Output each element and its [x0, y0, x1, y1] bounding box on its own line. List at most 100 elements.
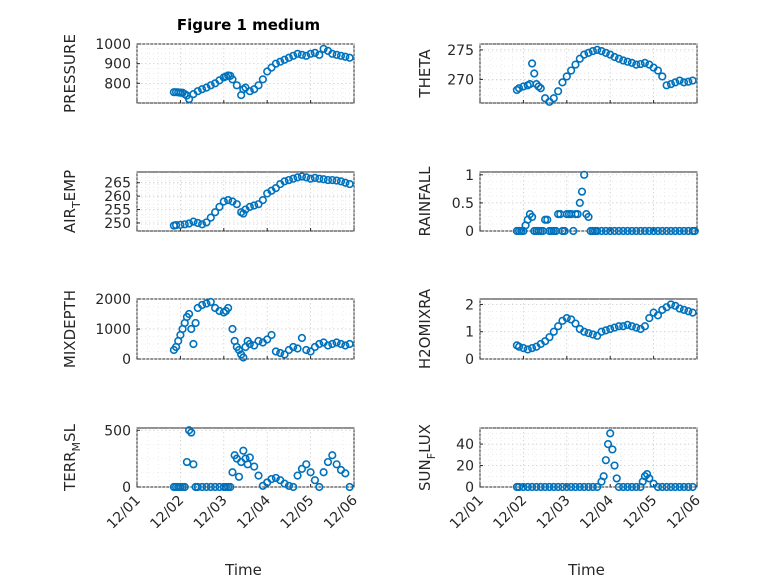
plot-area: [479, 427, 698, 488]
x-tick-label: 12/05: [621, 493, 661, 533]
data-point: [315, 174, 324, 183]
data-point: [198, 85, 207, 94]
data-point: [614, 226, 623, 236]
data-point: [601, 456, 610, 465]
data-point: [558, 482, 567, 492]
x-tick-label: 12/03: [534, 493, 574, 533]
data-point: [679, 78, 689, 87]
plot-area: [136, 427, 355, 488]
data-point: [198, 300, 207, 310]
data-point: [267, 330, 276, 340]
data-point: [610, 52, 619, 62]
data-point: [671, 78, 680, 87]
data-point: [653, 311, 663, 320]
data-point: [623, 320, 632, 330]
y-tick-label: 0: [465, 224, 474, 240]
data-point: [332, 338, 341, 347]
data-point: [562, 313, 571, 323]
data-point: [527, 59, 537, 68]
data-point: [293, 344, 302, 353]
y-tick-label: 0: [465, 480, 474, 496]
data-point: [554, 322, 563, 331]
data-point: [627, 226, 637, 236]
data-point: [315, 339, 324, 349]
data-point: [575, 198, 584, 208]
data-point: [276, 57, 285, 66]
data-point: [645, 226, 654, 236]
data-point: [599, 472, 608, 481]
data-point: [250, 462, 259, 471]
data-point: [554, 87, 563, 96]
y-tick-label: 0.5: [452, 196, 474, 212]
y-tick-label: 0: [122, 480, 131, 496]
data-point: [258, 75, 267, 84]
y-tick-label: 1: [465, 168, 474, 184]
data-point: [341, 469, 350, 478]
data-point: [336, 51, 346, 60]
data-point: [536, 84, 545, 93]
x-tick-label: 12/01: [104, 493, 144, 533]
data-point: [662, 482, 671, 492]
data-point: [323, 175, 333, 185]
data-point: [245, 339, 254, 349]
data-point: [284, 481, 294, 490]
data-point: [662, 226, 671, 236]
data-point: [584, 48, 593, 57]
x-tick-label: 12/02: [490, 493, 530, 533]
data-point: [588, 46, 597, 56]
data-point: [567, 66, 576, 75]
data-point: [193, 218, 202, 228]
data-point: [580, 50, 589, 59]
data-point: [584, 328, 593, 338]
data-point: [627, 58, 637, 67]
data-point: [514, 84, 524, 93]
data-point: [328, 339, 337, 349]
x-tick-label: 12/05: [278, 493, 318, 533]
data-point: [202, 482, 211, 492]
data-point: [597, 327, 606, 336]
data-point: [254, 81, 263, 90]
data-point: [666, 226, 676, 236]
y-tick-label: 270: [447, 72, 474, 88]
data-point: [688, 308, 697, 317]
y-tick-label: 1000: [95, 322, 131, 338]
data-point: [271, 59, 280, 68]
data-point: [519, 343, 528, 353]
y-tick-label: 250: [104, 216, 131, 232]
figure-title: Figure 1 medium: [177, 16, 320, 34]
data-point: [184, 219, 194, 228]
data-point: [224, 303, 233, 313]
data-point: [336, 339, 346, 349]
data-point: [593, 331, 602, 340]
y-tick-label: 0: [465, 352, 474, 368]
y-tick-label: 2: [465, 297, 474, 313]
data-point: [675, 482, 684, 492]
data-point: [193, 87, 202, 96]
data-point: [232, 81, 241, 90]
data-point: [341, 178, 350, 187]
data-point: [560, 226, 569, 236]
data-point: [610, 226, 619, 236]
data-point: [684, 77, 693, 86]
data-point: [189, 460, 198, 469]
data-point: [610, 461, 619, 470]
data-point: [202, 83, 211, 92]
data-point: [606, 324, 615, 334]
data-point: [619, 322, 628, 331]
y-axis-label: AIRTEMP: [61, 170, 83, 233]
x-tick-label: 12/01: [447, 493, 487, 533]
data-point: [612, 474, 621, 483]
data-point: [202, 218, 211, 227]
data-point: [341, 341, 350, 350]
data-point: [619, 226, 628, 236]
data-point: [519, 482, 528, 492]
data-point: [610, 323, 619, 332]
data-point: [293, 49, 302, 58]
data-point: [328, 49, 337, 58]
data-point: [679, 482, 689, 492]
x-tick-label: 12/06: [664, 492, 704, 532]
y-axis-label: RAINFALL: [416, 166, 434, 237]
data-point: [345, 339, 354, 349]
subplot-7: 0 500 TERRMSL 12/01 12/02 12/03 12/04 12/05 12/0…: [61, 423, 361, 579]
